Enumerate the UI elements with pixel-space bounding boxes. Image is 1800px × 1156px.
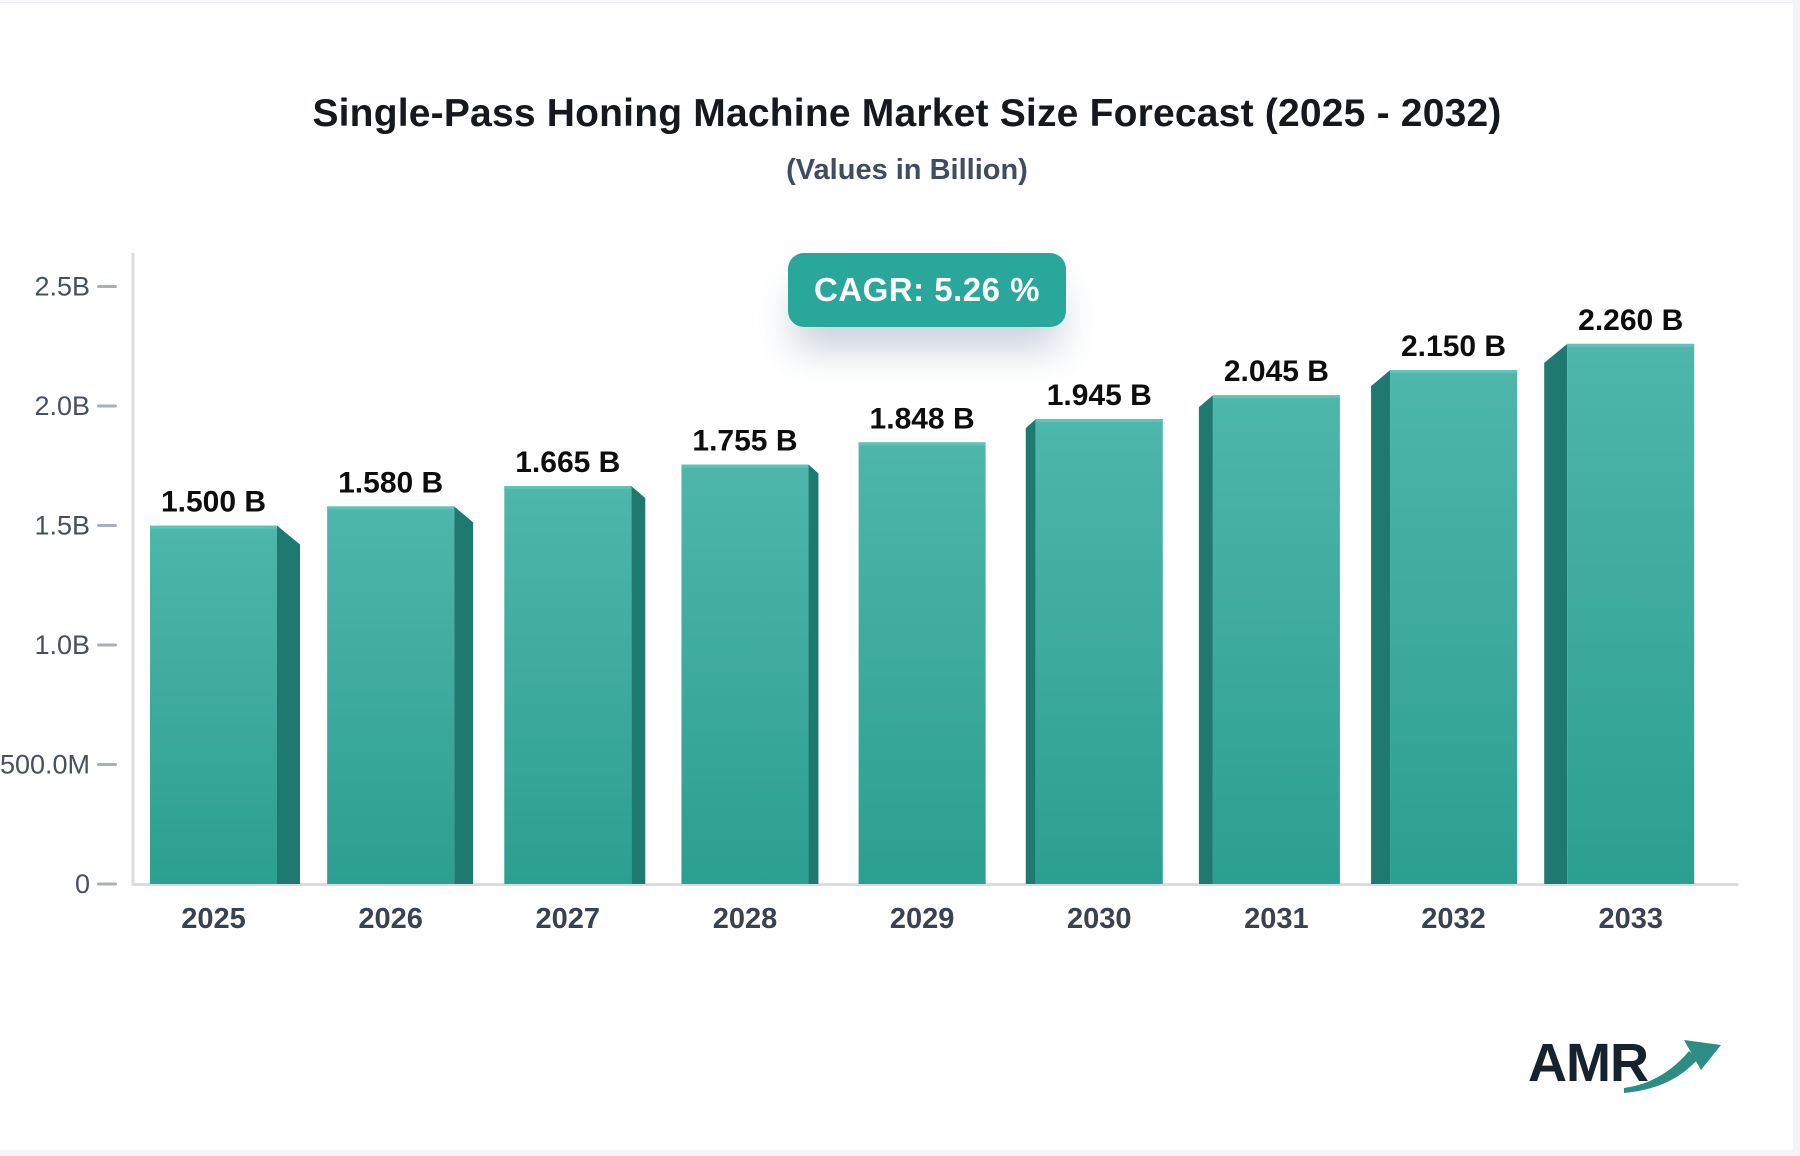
x-category-label: 2028 <box>713 903 778 935</box>
cagr-badge-label: CAGR: 5.26 % <box>813 271 1041 308</box>
bar-value-label: 1.945 B <box>1047 379 1152 412</box>
bar-side <box>1198 395 1213 884</box>
y-tick-label: 2.5B <box>34 272 90 302</box>
bar-top-highlight <box>1035 419 1163 423</box>
bar-value-label: 1.580 B <box>338 466 443 499</box>
y-tick <box>97 404 117 408</box>
chart-title: Single-Pass Honing Machine Market Size F… <box>312 92 1502 135</box>
bar <box>504 486 632 884</box>
bar-value-label: 1.755 B <box>692 425 797 458</box>
x-category-label: 2026 <box>358 903 423 935</box>
bar <box>150 525 277 884</box>
chart-subtitle: (Values in Billion) <box>786 154 1028 186</box>
page-right-edge <box>1793 0 1800 1156</box>
amr-logo-arrow-icon <box>1624 1040 1721 1093</box>
y-tick <box>97 643 117 647</box>
bar-top-highlight <box>504 486 632 490</box>
x-category-label: 2030 <box>1067 903 1132 935</box>
x-category-label: 2025 <box>181 903 246 935</box>
bar-top-highlight <box>858 442 986 446</box>
amr-logo-text: AMR <box>1528 1033 1649 1093</box>
bar-top-highlight <box>327 506 455 510</box>
bar-value-label: 1.665 B <box>515 446 620 479</box>
cagr-badge: CAGR: 5.26 % <box>788 253 1066 327</box>
bar-side <box>1371 370 1391 884</box>
bar-value-label: 2.045 B <box>1224 355 1329 388</box>
y-tick-label: 1.0B <box>34 630 90 660</box>
bar-top-highlight <box>1212 395 1340 399</box>
bar-value-label: 2.260 B <box>1578 304 1683 337</box>
x-category-label: 2032 <box>1421 903 1486 935</box>
x-category-label: 2031 <box>1244 903 1309 935</box>
y-tick-label: 0 <box>75 869 90 899</box>
page-top-edge <box>0 0 1800 3</box>
bar-top-highlight <box>150 525 277 529</box>
bar <box>681 464 809 884</box>
x-axis-line <box>131 883 1739 886</box>
bar-value-label: 1.500 B <box>161 486 266 519</box>
amr-logo: AMR <box>1528 1032 1721 1102</box>
y-tick-label: 500.0M <box>0 750 90 780</box>
bar-side <box>454 506 474 884</box>
bar-top-highlight <box>1390 370 1518 374</box>
bar <box>1212 395 1340 884</box>
y-axis-line <box>131 253 135 885</box>
bar-top-highlight <box>681 464 809 468</box>
bar-side <box>1025 419 1036 884</box>
y-tick-label: 2.0B <box>34 391 90 421</box>
chart-header: Single-Pass Honing Machine Market Size F… <box>0 92 1800 187</box>
y-tick <box>97 524 117 527</box>
x-category-label: 2029 <box>890 903 955 935</box>
bar-side <box>1544 343 1568 884</box>
x-category-label: 2033 <box>1598 903 1663 935</box>
bar <box>1035 419 1163 884</box>
bar-side <box>808 464 819 884</box>
y-tick <box>97 763 117 766</box>
bar <box>1567 343 1695 884</box>
x-category-label: 2027 <box>536 903 601 935</box>
bar-side <box>631 486 646 884</box>
page-bottom-edge <box>0 1150 1800 1156</box>
y-tick <box>97 285 117 288</box>
bar-value-label: 1.848 B <box>870 402 975 435</box>
bar <box>327 506 455 884</box>
bar-top-highlight <box>1567 343 1695 347</box>
bar-side <box>277 525 300 884</box>
y-tick <box>97 882 117 886</box>
bar <box>858 442 986 884</box>
y-tick-label: 1.5B <box>34 511 90 541</box>
bar <box>1390 370 1518 884</box>
bar-value-label: 2.150 B <box>1401 330 1506 363</box>
